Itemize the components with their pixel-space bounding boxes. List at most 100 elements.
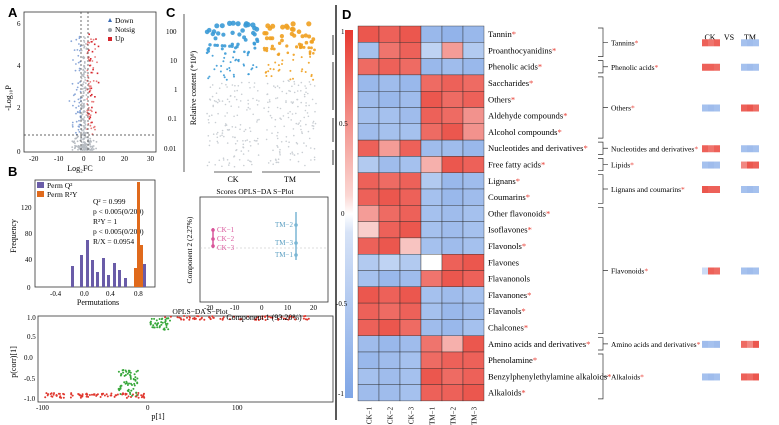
heatmap-cell: [378, 74, 401, 92]
content-point: [244, 128, 247, 131]
ck-point: [211, 237, 215, 241]
heatmap-cell: [441, 139, 464, 157]
volcano-point: [80, 138, 83, 140]
class-summary: Tannins* Phenolic acids* Others* Nucleotide…: [598, 27, 759, 400]
content-point: [267, 106, 270, 109]
content-point: [247, 99, 249, 102]
content-point: [266, 129, 268, 131]
ck-1-label: CK−1: [217, 226, 235, 234]
splot-point: [113, 395, 116, 398]
heatmap-cell: [420, 351, 443, 369]
splot-point: [261, 317, 264, 320]
volcano-point: [84, 71, 87, 73]
content-point: [279, 148, 281, 151]
content-point: [303, 93, 306, 96]
perm-r2y-bars: [134, 182, 143, 287]
content-point: [283, 125, 286, 128]
summary-tm-cell: [747, 186, 753, 193]
content-point: [225, 78, 228, 81]
content-point: [293, 154, 296, 156]
volcano-point: [94, 56, 96, 58]
content-point: [277, 146, 279, 148]
content-point: [274, 61, 277, 64]
cbar-tick-neg-0-5: -0.5: [336, 300, 348, 308]
heatmap-cell: [357, 25, 380, 43]
content-point: [280, 38, 284, 43]
splot-point: [78, 394, 81, 396]
content-point: [300, 128, 302, 131]
content-point: [216, 31, 221, 36]
volcano-point: [84, 99, 86, 101]
volcano-point: [87, 138, 90, 141]
s-ytick-4: -0.5: [24, 375, 36, 383]
splot-point: [125, 370, 128, 373]
content-point: [237, 59, 239, 62]
volcano-point: [81, 74, 83, 76]
content-point: [235, 45, 239, 49]
summary-ck-cell: [708, 267, 714, 275]
content-point: [211, 54, 214, 57]
heatmap-cell: [378, 221, 401, 239]
content-point: [208, 43, 212, 47]
heatmap-cell: [462, 123, 485, 141]
splot-point: [91, 393, 93, 396]
volcano-point: [83, 71, 85, 74]
b-xtick-3: 0.4: [106, 290, 115, 298]
content-point: [215, 92, 218, 94]
content-point: [248, 81, 250, 84]
heatmap-cell: [441, 237, 464, 255]
content-point: [274, 118, 277, 121]
volcano-up-point: [93, 43, 96, 46]
legend-down-marker: [108, 18, 112, 22]
volcano-point: [77, 148, 79, 151]
splot-point: [188, 315, 191, 318]
volcano-point: [71, 149, 74, 151]
content-point: [247, 150, 250, 152]
splot-point: [149, 323, 152, 326]
content-point: [222, 159, 225, 161]
splot-point: [209, 317, 212, 320]
summary-tm-cell: [747, 63, 753, 71]
volcano-point: [85, 143, 88, 146]
heatmap-cell: [357, 270, 380, 287]
content-point: [216, 101, 219, 104]
content-point: [289, 159, 292, 161]
content-point: [250, 160, 252, 163]
content-point: [226, 98, 229, 101]
heatmap: [357, 25, 485, 402]
content-point: [253, 139, 256, 142]
class-label: Phenolic acids*: [611, 63, 659, 72]
splot-point: [137, 396, 140, 399]
content-point: [228, 100, 231, 103]
splot-point: [132, 378, 135, 381]
content-point: [307, 61, 310, 64]
heatmap-row-label: Benzylphenylethylamine alkaloids*: [488, 371, 611, 381]
heatmap-row-label: Flavones: [488, 257, 520, 267]
legend-r2y-swatch: [37, 191, 44, 197]
content-point: [255, 39, 260, 43]
content-point: [214, 121, 217, 124]
heatmap-cell: [420, 25, 443, 43]
splot-point: [167, 328, 170, 331]
content-point: [249, 127, 251, 129]
splot-point: [149, 321, 152, 324]
content-point: [280, 118, 282, 120]
heatmap-cell: [399, 58, 422, 76]
content-point: [221, 100, 224, 102]
content-point: [234, 96, 236, 98]
splot-point: [50, 392, 53, 395]
content-point: [218, 159, 221, 162]
class-label: Nucleotides and derivatives*: [611, 144, 698, 153]
content-point: [246, 109, 248, 111]
content-point: [220, 47, 224, 51]
content-point: [267, 63, 270, 66]
volcano-point: [77, 128, 80, 131]
legend-notsig-marker: [108, 28, 112, 32]
content-point: [243, 164, 245, 167]
splot-point: [194, 317, 197, 320]
content-point: [311, 37, 316, 42]
heatmap-column-label: CK−3: [408, 406, 416, 424]
content-point: [303, 33, 308, 38]
heatmap-cell: [399, 172, 422, 190]
content-point: [264, 36, 269, 41]
